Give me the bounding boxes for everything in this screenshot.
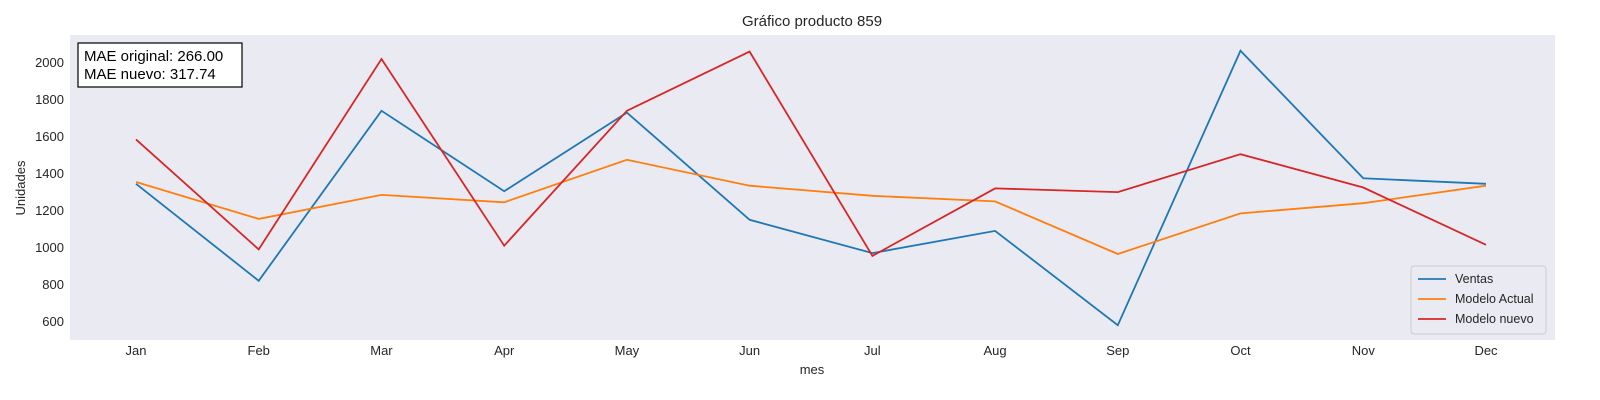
x-tick-label: Oct (1230, 343, 1251, 358)
mae-original-text: MAE original: 266.00 (84, 48, 223, 65)
legend-label-ventas: Ventas (1455, 272, 1493, 286)
y-tick-label: 2000 (35, 55, 64, 70)
x-tick-label: Aug (984, 343, 1007, 358)
x-tick-label: Dec (1474, 343, 1498, 358)
series-line-modelo-actual (135, 158, 1487, 255)
y-axis-label: Unidades (13, 160, 28, 215)
x-tick-label: Sep (1106, 343, 1129, 358)
x-tick-label: Apr (494, 343, 515, 358)
y-axis-ticks: 600 800 1000 1200 1400 1600 1800 2000 (35, 55, 64, 329)
series-layer (135, 49, 1487, 327)
series-line-modelo-nuevo (135, 50, 1487, 258)
y-tick-label: 1000 (35, 240, 64, 255)
plot-area (70, 35, 1555, 340)
y-tick-label: 1600 (35, 129, 64, 144)
y-tick-label: 1800 (35, 92, 64, 107)
mae-annotation-box: MAE original: 266.00 MAE nuevo: 317.74 (77, 42, 243, 88)
y-tick-label: 800 (42, 277, 64, 292)
y-tick-label: 600 (42, 314, 64, 329)
x-axis-label: mes (800, 362, 825, 377)
y-tick-label: 1200 (35, 203, 64, 218)
mae-annotation-border (77, 42, 243, 88)
y-tick-label: 1400 (35, 166, 64, 181)
legend: Ventas Modelo Actual Modelo nuevo (1410, 265, 1547, 335)
x-tick-label: Feb (248, 343, 270, 358)
x-tick-label: Jul (864, 343, 881, 358)
x-tick-label: Nov (1352, 343, 1376, 358)
x-tick-label: Mar (370, 343, 393, 358)
chart-title: Gráfico producto 859 (742, 13, 882, 30)
legend-frame (1410, 265, 1547, 335)
x-axis-ticks: Jan Feb Mar Apr May Jun Jul Aug Sep Oct Nov Dec (126, 343, 1499, 358)
x-tick-label: Jun (739, 343, 760, 358)
mae-nuevo-text: MAE nuevo: 317.74 (84, 66, 216, 83)
series-line-ventas (135, 49, 1487, 327)
legend-label-modelo-nuevo: Modelo nuevo (1455, 312, 1534, 326)
x-tick-label: Jan (126, 343, 147, 358)
legend-label-modelo-actual: Modelo Actual (1455, 292, 1534, 306)
x-tick-label: May (615, 343, 640, 358)
